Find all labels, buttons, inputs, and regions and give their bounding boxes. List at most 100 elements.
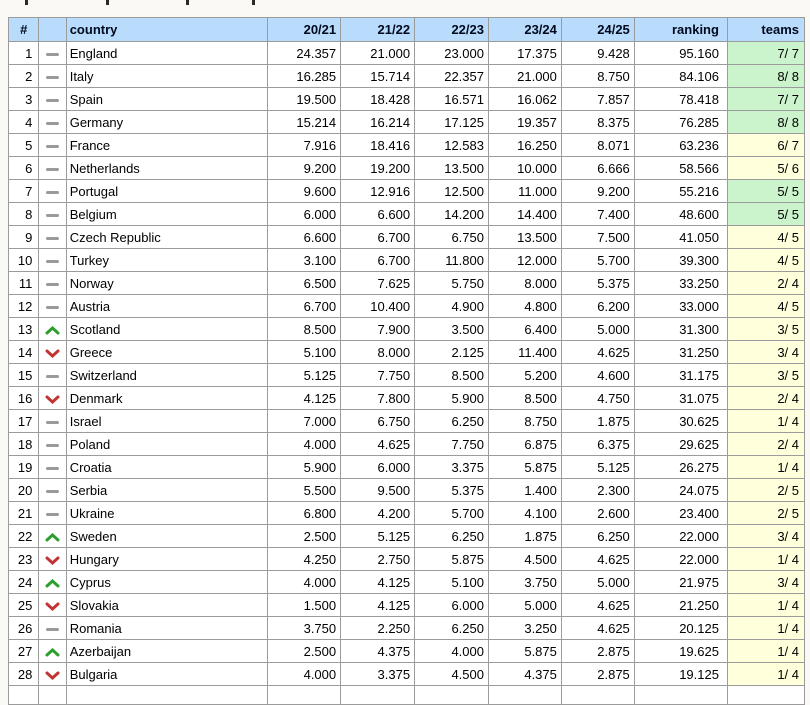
- no-change-icon: [46, 374, 60, 378]
- table-row: 3 Spain 19.500 18.428 16.571 16.062 7.85…: [7, 87, 806, 111]
- season-24-25-cell: 5.000: [560, 317, 635, 341]
- ranking-cell: 84.106: [633, 64, 728, 88]
- ranking-cell: 78.418: [633, 87, 728, 111]
- col-header-season-23-24: 23/24: [487, 17, 562, 42]
- season-21-22-cell: 12.916: [340, 179, 416, 203]
- movement-cell: [38, 593, 67, 617]
- season-23-24-cell: 6.875: [487, 432, 562, 456]
- movement-cell: [38, 340, 67, 364]
- table-row: 8 Belgium 6.000 6.600 14.200 14.400 7.40…: [7, 202, 806, 226]
- season-21-22-cell: 4.125: [340, 570, 416, 594]
- movement-cell: [38, 662, 67, 686]
- season-23-24-cell: 19.357: [487, 110, 562, 134]
- season-20-21-cell: 6.700: [267, 294, 342, 318]
- season-20-21-cell: 5.500: [267, 478, 342, 502]
- season-24-25-cell: 5.000: [560, 570, 635, 594]
- no-change-icon: [46, 259, 60, 263]
- season-20-21-cell: 7.000: [267, 409, 342, 433]
- season-22-23-cell: 14.200: [414, 202, 489, 226]
- rank-cell: 10: [7, 248, 40, 272]
- season-23-24-cell: 3.250: [487, 616, 562, 640]
- season-22-23-cell: 3.375: [414, 455, 489, 479]
- season-24-25-cell: 7.500: [560, 225, 635, 249]
- country-cell: Germany: [65, 110, 269, 134]
- country-cell: Czech Republic: [65, 225, 269, 249]
- season-23-24-cell: 1.875: [487, 524, 562, 548]
- season-22-23-cell: 16.571: [414, 87, 489, 111]
- no-change-icon: [46, 190, 60, 194]
- ranking-cell: 95.160: [633, 41, 728, 65]
- col-header-teams: teams: [726, 17, 806, 42]
- country-cell: Bulgaria: [65, 662, 269, 686]
- ranking-cell: 26.275: [633, 455, 728, 479]
- season-22-23-cell: 23.000: [414, 41, 489, 65]
- ranking-cell: 31.300: [633, 317, 728, 341]
- season-23-24-cell: 8.750: [487, 409, 562, 433]
- season-22-23-cell: 4.500: [414, 662, 489, 686]
- country-cell: Hungary: [65, 547, 269, 571]
- movement-cell: [38, 455, 67, 479]
- season-24-25-cell: 6.375: [560, 432, 635, 456]
- teams-cell: 1/ 4: [726, 639, 806, 663]
- no-change-icon: [46, 466, 60, 470]
- season-20-21-cell: 9.200: [267, 156, 342, 180]
- rank-cell: 22: [7, 524, 40, 548]
- ranking-cell: 63.236: [633, 133, 728, 157]
- rank-cell: 19: [7, 455, 40, 479]
- rank-cell: 26: [7, 616, 40, 640]
- season-24-25-cell: 8.750: [560, 64, 635, 88]
- teams-cell: 3/ 4: [726, 570, 806, 594]
- season-24-25-cell: 2.600: [560, 501, 635, 525]
- country-cell: Denmark: [65, 386, 269, 410]
- season-20-21-cell: 6.000: [267, 202, 342, 226]
- season-24-25-cell: 5.700: [560, 248, 635, 272]
- movement-cell: [38, 133, 67, 157]
- season-23-24-cell: 16.250: [487, 133, 562, 157]
- teams-cell: 3/ 4: [726, 340, 806, 364]
- season-24-25-cell: 5.125: [560, 455, 635, 479]
- movement-cell: [38, 478, 67, 502]
- ranking-cell: 76.285: [633, 110, 728, 134]
- rank-cell: 2: [7, 64, 40, 88]
- country-cell: Scotland: [65, 317, 269, 341]
- table-row: 24 Cyprus 4.000 4.125 5.100 3.750 5.000 …: [7, 570, 806, 594]
- movement-cell: [38, 409, 67, 433]
- table-row: 6 Netherlands 9.200 19.200 13.500 10.000…: [7, 156, 806, 180]
- uefa-coefficient-table: # country 20/21 21/22 22/23 23/24 24/25 …: [7, 17, 806, 705]
- season-23-24-cell: 14.400: [487, 202, 562, 226]
- teams-cell: 2/ 5: [726, 501, 806, 525]
- country-cell: France: [65, 133, 269, 157]
- country-cell: Ukraine: [65, 501, 269, 525]
- season-23-24-cell: 6.400: [487, 317, 562, 341]
- season-21-22-cell: 5.125: [340, 524, 416, 548]
- no-change-icon: [46, 512, 60, 516]
- season-24-25-cell: 8.375: [560, 110, 635, 134]
- season-20-21-cell: 9.600: [267, 179, 342, 203]
- col-header-country: country: [65, 17, 269, 42]
- season-23-24-cell: 1.400: [487, 478, 562, 502]
- teams-cell: 5/ 5: [726, 202, 806, 226]
- country-cell: Greece: [65, 340, 269, 364]
- season-22-23-cell: 5.875: [414, 547, 489, 571]
- col-header-movement: [38, 17, 67, 42]
- rank-cell: 27: [7, 639, 40, 663]
- season-24-25-cell: 5.375: [560, 271, 635, 295]
- season-21-22-cell: 4.200: [340, 501, 416, 525]
- rank-cell: 24: [7, 570, 40, 594]
- season-22-23-cell: 4.900: [414, 294, 489, 318]
- season-23-24-cell: 5.875: [487, 639, 562, 663]
- ranking-cell: 33.000: [633, 294, 728, 318]
- teams-cell: 1/ 4: [726, 662, 806, 686]
- season-24-25-cell: 4.625: [560, 593, 635, 617]
- season-23-24-cell: 3.750: [487, 570, 562, 594]
- table-row: 11 Norway 6.500 7.625 5.750 8.000 5.375 …: [7, 271, 806, 295]
- table-row: 13 Scotland 8.500 7.900 3.500 6.400 5.00…: [7, 317, 806, 341]
- ranking-cell: 24.075: [633, 478, 728, 502]
- season-20-21-cell: 7.916: [267, 133, 342, 157]
- movement-cell: [38, 616, 67, 640]
- season-20-21-cell: 24.357: [267, 41, 342, 65]
- no-change-icon: [46, 52, 60, 56]
- season-24-25-cell: 6.200: [560, 294, 635, 318]
- country-cell: Turkey: [65, 248, 269, 272]
- season-21-22-cell: 7.625: [340, 271, 416, 295]
